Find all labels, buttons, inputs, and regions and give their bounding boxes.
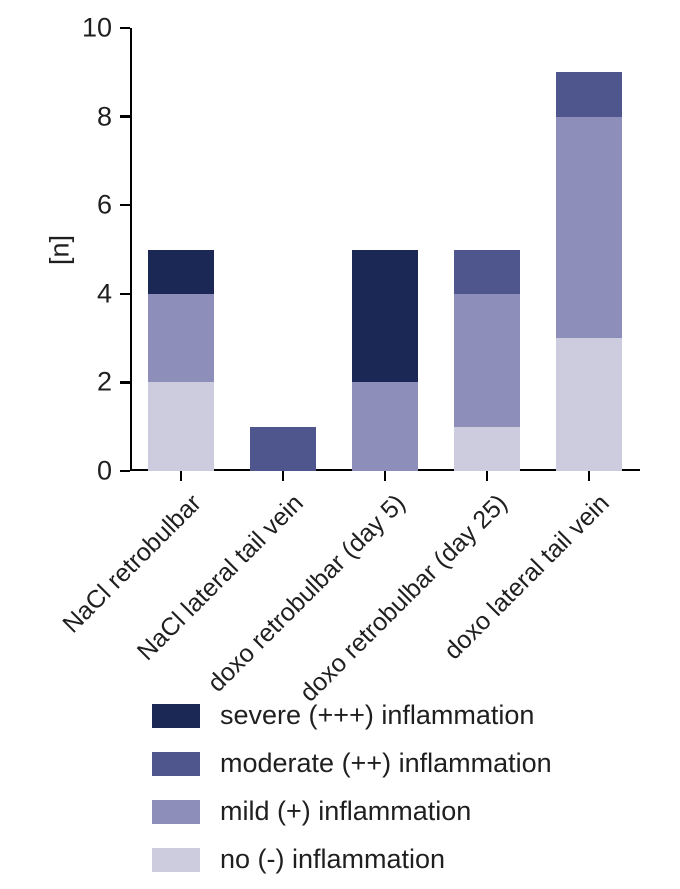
x-tick [384,471,387,481]
legend-swatch [152,800,200,824]
bar-segment-mild [454,294,519,427]
legend-label: mild (+) inflammation [220,796,471,827]
y-tick [120,293,130,296]
bar-segment-mild [352,382,417,471]
y-tick-label: 4 [0,278,112,309]
bar-segment-no [556,338,621,471]
y-tick [120,381,130,384]
x-tick-label: doxo lateral tail vein [383,489,616,722]
legend-label: moderate (++) inflammation [220,748,552,779]
legend-swatch [152,848,200,872]
bar-segment-severe [352,250,417,383]
y-tick-label: 8 [0,101,112,132]
legend-row: moderate (++) inflammation [152,748,552,779]
bar-segment-mild [148,294,213,383]
legend-row: no (-) inflammation [152,844,552,875]
legend-label: no (-) inflammation [220,844,445,875]
x-tick [486,471,489,481]
y-tick [120,470,130,473]
x-tick [282,471,285,481]
y-tick [120,27,130,30]
legend: severe (+++) inflammation moderate (++) i… [152,700,552,875]
bar-segment-moderate [250,427,315,471]
bar-segment-no [148,382,213,471]
x-tick [180,471,183,481]
bar-segment-moderate [556,72,621,116]
chart-root: [n] severe (+++) inflammation moderate (+… [0,0,680,889]
bar-segment-severe [148,250,213,294]
y-tick-label: 6 [0,190,112,221]
legend-row: mild (+) inflammation [152,796,552,827]
legend-label: severe (+++) inflammation [220,700,534,731]
bar-segment-mild [556,117,621,339]
x-tick [588,471,591,481]
y-tick [120,115,130,118]
bar-segment-moderate [454,250,519,294]
y-tick-label: 2 [0,367,112,398]
y-axis-title: [n] [45,234,76,264]
legend-swatch [152,752,200,776]
bar-segment-no [454,427,519,471]
y-tick-label: 0 [0,456,112,487]
y-tick-label: 10 [0,13,112,44]
y-tick [120,204,130,207]
